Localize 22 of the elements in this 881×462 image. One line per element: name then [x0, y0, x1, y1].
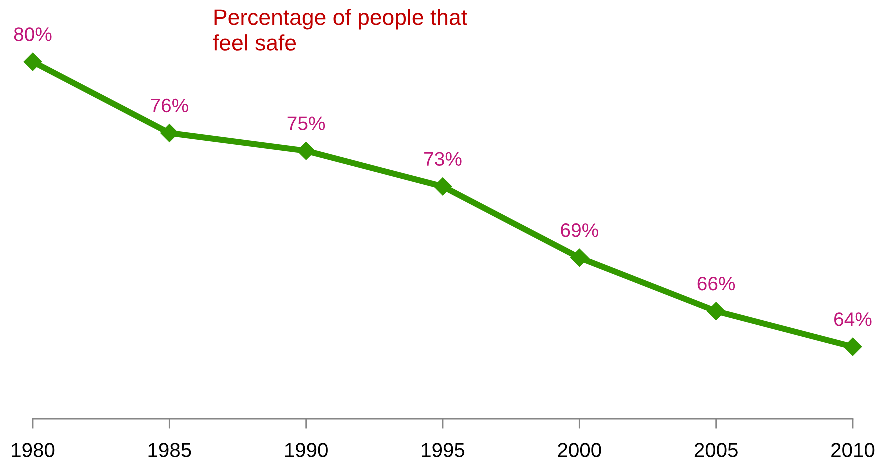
- point: [844, 338, 862, 356]
- data-label: 73%: [424, 152, 462, 166]
- x-tick-label: 2005: [694, 443, 738, 458]
- point: [434, 178, 452, 196]
- point: [160, 124, 179, 142]
- data-label: 66%: [698, 276, 736, 291]
- x-tick-label: 1980: [12, 443, 55, 458]
- x-tick-label: 2010: [832, 443, 875, 458]
- x-tick-label: 1985: [148, 443, 192, 458]
- point: [707, 302, 726, 320]
- data-label: 80%: [14, 28, 52, 42]
- x-tick-label: 1990: [285, 443, 328, 458]
- data-label: 76%: [151, 98, 188, 113]
- data-label: 75%: [288, 116, 326, 130]
- x-tick-label: 1995: [422, 443, 465, 458]
- x-tick-label: 2000: [558, 443, 602, 458]
- data-label: 69%: [561, 224, 598, 238]
- point: [24, 52, 42, 72]
- point: [297, 142, 316, 160]
- point: [570, 248, 589, 267]
- chart-title: Percentage of people that feel safe: [213, 9, 468, 51]
- data-label: 64%: [834, 312, 872, 326]
